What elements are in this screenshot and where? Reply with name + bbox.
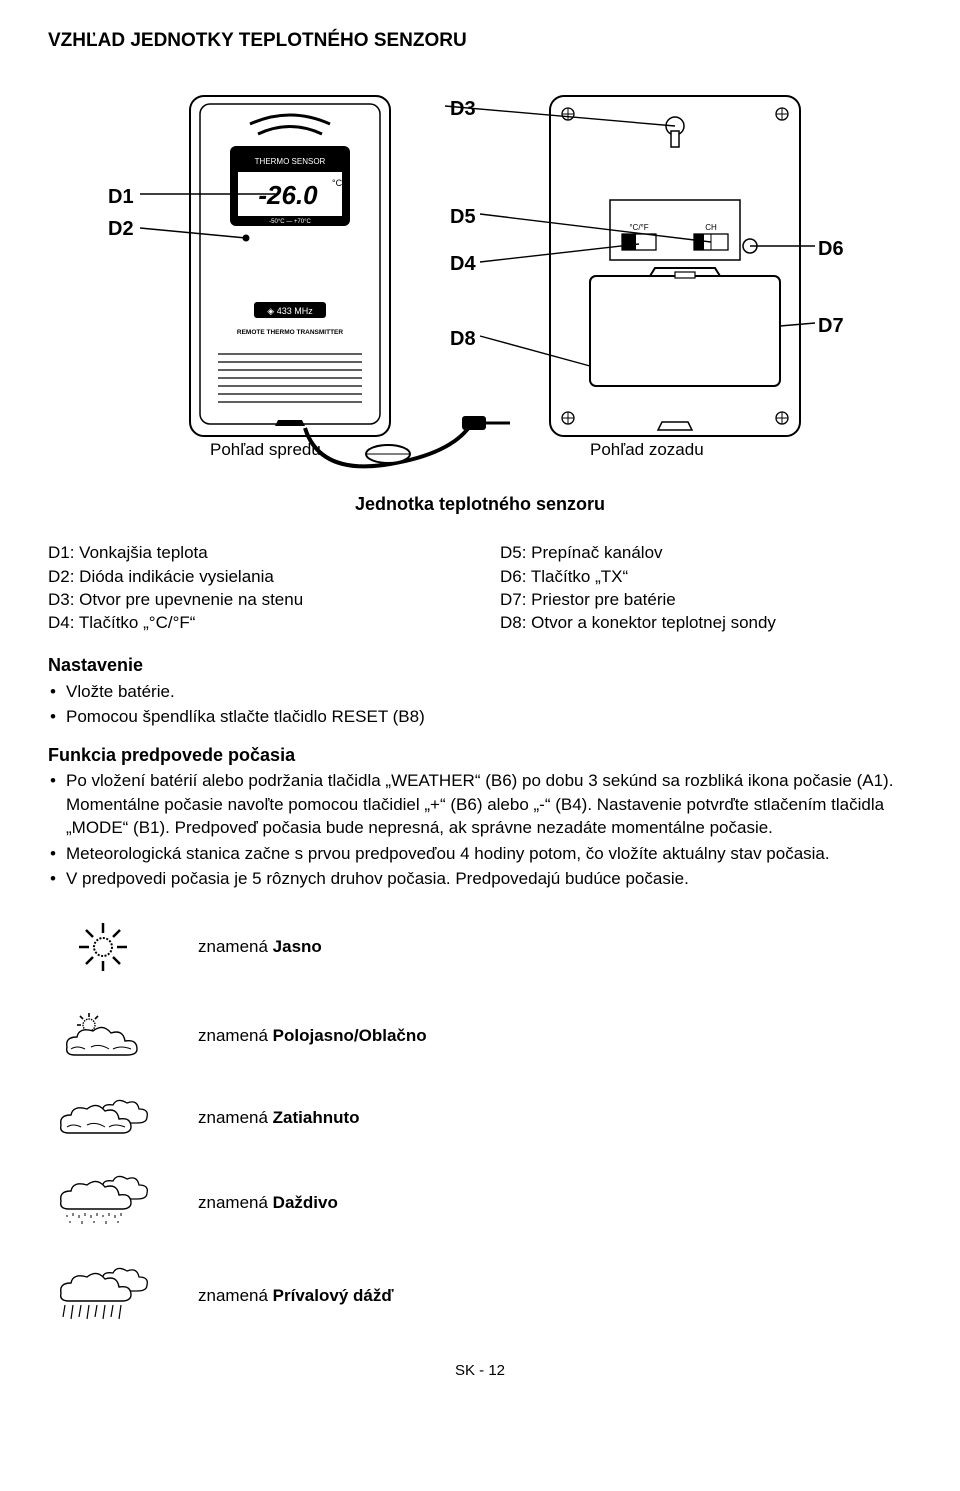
- label-d8: D8: [450, 326, 476, 354]
- forecast-heading: Funkcia predpovede počasia: [48, 743, 912, 768]
- weather-text-sun: znamená Jasno: [198, 935, 322, 958]
- setup-item: Vložte batérie.: [48, 680, 912, 703]
- rain-icon: [48, 1175, 158, 1231]
- svg-text:CH: CH: [705, 223, 717, 232]
- legend-left: D1: Vonkajšia teplota D2: Dióda indikáci…: [48, 541, 460, 635]
- legend-columns: D1: Vonkajšia teplota D2: Dióda indikáci…: [48, 541, 912, 635]
- diagram-svg: THERMO SENSOR -26.0 °C -50°C — +70°C ◈ 4…: [50, 76, 910, 476]
- svg-text:-50°C — +70°C: -50°C — +70°C: [269, 219, 311, 225]
- legend-d6: D6: Tlačítko „TX“: [500, 565, 912, 588]
- label-d2: D2: [108, 216, 134, 244]
- svg-text:THERMO SENSOR: THERMO SENSOR: [255, 157, 326, 166]
- setup-item: Pomocou špendlíka stlačte tlačidlo RESET…: [48, 705, 912, 728]
- back-device: °C/°F CH: [550, 96, 800, 436]
- legend-d8: D8: Otvor a konektor teplotnej sondy: [500, 611, 912, 634]
- setup-heading: Nastavenie: [48, 653, 912, 678]
- weather-table: znamená Jasno znamená Polojasno/Oblačno: [48, 919, 912, 1325]
- label-d1: D1: [108, 184, 134, 212]
- weather-row-overcast: znamená Zatiahnuto: [48, 1097, 912, 1139]
- legend-d3: D3: Otvor pre upevnenie na stenu: [48, 588, 460, 611]
- legend-d1: D1: Vonkajšia teplota: [48, 541, 460, 564]
- weather-row-heavy: znamená Prívalový dážď: [48, 1267, 912, 1325]
- sun-icon: [48, 919, 158, 975]
- svg-text:-26.0: -26.0: [258, 180, 318, 210]
- label-d6: D6: [818, 236, 844, 264]
- label-d4: D4: [450, 251, 476, 279]
- forecast-item: Po vložení batérií alebo podržania tlači…: [48, 769, 912, 839]
- svg-text:°C/°F: °C/°F: [629, 223, 648, 232]
- overcast-icon: [48, 1097, 158, 1139]
- front-caption: Pohľad spredu: [210, 438, 321, 461]
- weather-row-rain: znamená Daždivo: [48, 1175, 912, 1231]
- sensor-diagram: D1 D2 D3 D4 D5 D6 D7 D8 Pohľad spredu Po…: [50, 76, 910, 486]
- forecast-list: Po vložení batérií alebo podržania tlači…: [48, 769, 912, 890]
- legend-d5: D5: Prepínač kanálov: [500, 541, 912, 564]
- legend-d2: D2: Dióda indikácie vysielania: [48, 565, 460, 588]
- partly-cloudy-icon: [48, 1011, 158, 1061]
- setup-list: Vložte batérie. Pomocou špendlíka stlačt…: [48, 680, 912, 729]
- legend-d7: D7: Priestor pre batérie: [500, 588, 912, 611]
- page-footer: SK - 12: [48, 1361, 912, 1382]
- label-d7: D7: [818, 313, 844, 341]
- label-d3: D3: [450, 96, 476, 124]
- weather-text-heavy: znamená Prívalový dážď: [198, 1284, 394, 1307]
- back-caption: Pohľad zozadu: [590, 438, 704, 461]
- page-title: VZHĽAD JEDNOTKY TEPLOTNÉHO SENZORU: [48, 28, 912, 54]
- legend-d4: D4: Tlačítko „°C/°F“: [48, 611, 460, 634]
- weather-text-partly: znamená Polojasno/Oblačno: [198, 1024, 427, 1047]
- unit-caption: Jednotka teplotného senzoru: [48, 492, 912, 517]
- front-device: THERMO SENSOR -26.0 °C -50°C — +70°C ◈ 4…: [190, 96, 390, 436]
- forecast-item: Meteorologická stanica začne s prvou pre…: [48, 842, 912, 865]
- heavy-rain-icon: [48, 1267, 158, 1325]
- legend-right: D5: Prepínač kanálov D6: Tlačítko „TX“ D…: [500, 541, 912, 635]
- svg-text:°C: °C: [332, 178, 343, 188]
- forecast-item: V predpovedi počasia je 5 rôznych druhov…: [48, 867, 912, 890]
- label-d5: D5: [450, 204, 476, 232]
- weather-text-overcast: znamená Zatiahnuto: [198, 1106, 360, 1129]
- svg-text:REMOTE THERMO TRANSMITTER: REMOTE THERMO TRANSMITTER: [237, 329, 343, 336]
- svg-text:◈ 433 MHz: ◈ 433 MHz: [267, 306, 313, 316]
- weather-row-sun: znamená Jasno: [48, 919, 912, 975]
- weather-row-partly: znamená Polojasno/Oblačno: [48, 1011, 912, 1061]
- weather-text-rain: znamená Daždivo: [198, 1191, 338, 1214]
